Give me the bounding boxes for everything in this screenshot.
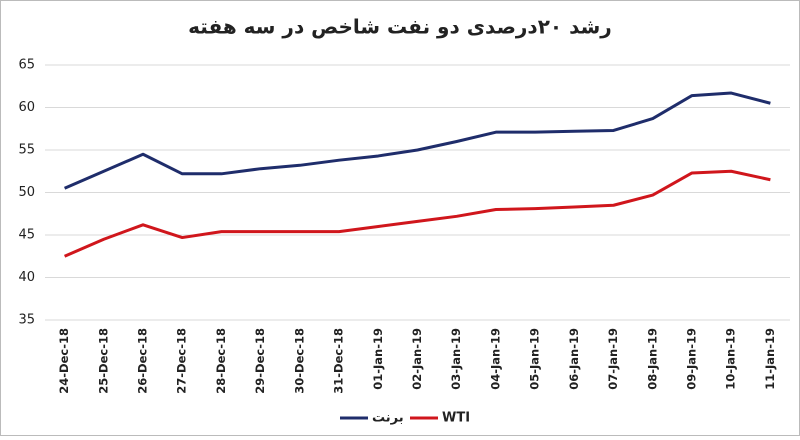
x-tick-label: 07-Jan-19 xyxy=(606,328,620,390)
x-tick-label: 04-Jan-19 xyxy=(488,328,502,390)
x-tick-label: 25-Dec-18 xyxy=(96,328,110,394)
x-tick-label: 27-Dec-18 xyxy=(175,328,189,394)
x-tick-label: 24-Dec-18 xyxy=(57,328,71,394)
x-tick-label: 08-Jan-19 xyxy=(645,328,659,390)
y-tick-label: 50 xyxy=(18,185,35,200)
x-tick-label: 02-Jan-19 xyxy=(410,328,424,390)
chart-title: رشد ۲۰درصدی دو نفت شاخص در سه هفته xyxy=(188,15,612,39)
x-tick-label: 30-Dec-18 xyxy=(292,328,306,394)
series-line xyxy=(64,91,771,190)
x-tick-label: 29-Dec-18 xyxy=(253,328,267,394)
series-line xyxy=(64,169,771,258)
y-tick-label: 45 xyxy=(18,228,35,243)
y-tick-label: 65 xyxy=(18,58,35,73)
x-tick-label: 10-Jan-19 xyxy=(724,328,738,390)
legend-label: برنت xyxy=(372,411,404,426)
x-tick-label: 28-Dec-18 xyxy=(214,328,228,394)
y-tick-label: 40 xyxy=(18,270,35,285)
y-tick-label: 55 xyxy=(18,143,35,158)
x-tick-label: 26-Dec-18 xyxy=(136,328,150,394)
y-tick-label: 60 xyxy=(18,100,35,115)
x-tick-label: 09-Jan-19 xyxy=(684,328,698,390)
x-tick-label: 01-Jan-19 xyxy=(371,328,385,390)
x-tick-label: 05-Jan-19 xyxy=(528,328,542,390)
legend-label: WTI xyxy=(442,411,470,426)
x-tick-label: 11-Jan-19 xyxy=(763,328,777,390)
x-tick-label: 03-Jan-19 xyxy=(449,328,463,390)
x-tick-label: 31-Dec-18 xyxy=(332,328,346,394)
y-tick-label: 35 xyxy=(18,313,35,328)
x-tick-label: 06-Jan-19 xyxy=(567,328,581,390)
